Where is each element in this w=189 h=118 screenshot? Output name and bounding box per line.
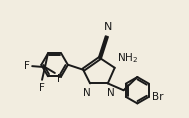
Text: Br: Br [152, 92, 163, 102]
Text: F: F [57, 74, 63, 84]
Text: N: N [83, 88, 91, 98]
Text: F: F [24, 61, 30, 71]
Text: NH$_2$: NH$_2$ [117, 51, 138, 65]
Text: N: N [104, 22, 112, 32]
Text: N: N [107, 88, 115, 98]
Text: F: F [39, 83, 45, 93]
